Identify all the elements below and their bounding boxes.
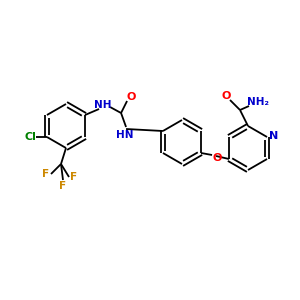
Text: O: O xyxy=(221,91,231,101)
Text: HN: HN xyxy=(116,130,134,140)
Text: F: F xyxy=(42,169,50,179)
Text: O: O xyxy=(212,153,222,163)
Text: N: N xyxy=(269,131,279,141)
Text: NH₂: NH₂ xyxy=(247,97,269,107)
Text: O: O xyxy=(126,92,136,102)
Text: Cl: Cl xyxy=(24,132,36,142)
Text: F: F xyxy=(70,172,78,182)
Text: F: F xyxy=(59,181,67,191)
Text: NH: NH xyxy=(94,100,112,110)
